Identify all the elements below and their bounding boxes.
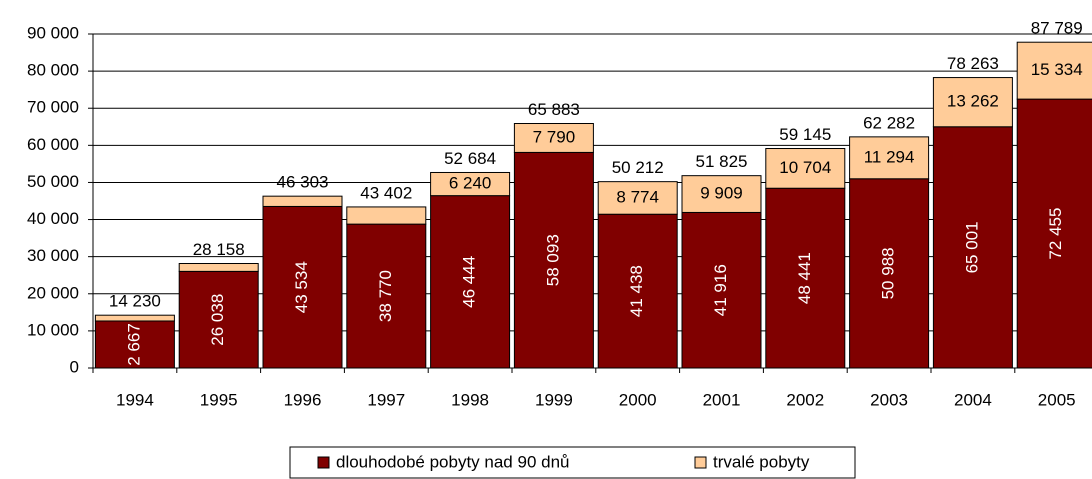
value-label: 7 790 (533, 127, 576, 146)
value-label: 13 262 (947, 92, 999, 111)
bar-segment (262, 195, 343, 207)
x-tick-label: 1994 (116, 390, 154, 409)
y-tick-label: 20 000 (27, 283, 79, 302)
bar-segment (430, 171, 511, 197)
total-label: 46 303 (277, 173, 329, 192)
value-label: 58 093 (543, 234, 562, 286)
value-label: 43 534 (292, 261, 311, 313)
value-label: 26 038 (208, 294, 227, 346)
value-label: 2 667 (124, 323, 143, 366)
bar-segment (430, 195, 511, 369)
value-label: 72 455 (1046, 208, 1065, 260)
value-label: 6 240 (449, 174, 492, 193)
bar-segment (597, 181, 678, 215)
bar-segment (513, 151, 594, 369)
y-tick-label: 10 000 (27, 320, 79, 339)
value-label: 10 704 (779, 158, 831, 177)
value-label: 48 441 (795, 252, 814, 304)
y-tick-label: 80 000 (27, 61, 79, 80)
bar-segment (681, 175, 762, 213)
value-label: 9 909 (700, 184, 743, 203)
bar-segment (346, 206, 427, 225)
legend-box (289, 446, 856, 479)
value-label: 15 334 (1031, 60, 1083, 79)
total-label: 87 789 (1031, 19, 1083, 38)
total-label: 28 158 (193, 240, 245, 259)
bar-segment (262, 205, 343, 369)
total-label: 14 230 (109, 292, 161, 311)
y-tick-label: 60 000 (27, 135, 79, 154)
bar-segment (932, 126, 1013, 369)
x-tick-label: 2002 (786, 390, 824, 409)
value-label: 65 001 (962, 221, 981, 273)
legend-swatch (694, 456, 707, 469)
bar-segment (1016, 41, 1092, 100)
bar-segment (94, 314, 175, 322)
bar-segment (681, 211, 762, 369)
y-tick-label: 70 000 (27, 98, 79, 117)
x-tick-label: 1997 (367, 390, 405, 409)
total-label: 51 825 (696, 152, 748, 171)
bar-segment (849, 136, 930, 180)
y-tick-label: 30 000 (27, 246, 79, 265)
value-label: 11 294 (864, 147, 915, 166)
bar-segment (178, 263, 259, 272)
bar-segment (849, 178, 930, 369)
bar-segment (1016, 98, 1092, 369)
total-label: 52 684 (444, 149, 496, 168)
x-tick-label: 1999 (535, 390, 573, 409)
y-tick-label: 90 000 (27, 23, 79, 42)
bar-segment (765, 148, 846, 189)
x-tick-label: 2000 (619, 390, 657, 409)
bar-segment (597, 213, 678, 369)
x-tick-label: 2004 (954, 390, 992, 409)
x-tick-label: 2001 (703, 390, 741, 409)
bar-segment (513, 123, 594, 153)
value-label: 8 774 (616, 187, 659, 206)
legend-swatch (317, 456, 330, 469)
value-label: 41 438 (627, 265, 646, 317)
total-label: 43 402 (360, 183, 412, 202)
x-tick-label: 1996 (284, 390, 322, 409)
total-label: 62 282 (863, 113, 915, 132)
x-tick-label: 2003 (870, 390, 908, 409)
total-label: 50 212 (612, 158, 664, 177)
legend-label: dlouhodobé pobyty nad 90 dnů (336, 452, 569, 471)
bar-segment (932, 77, 1013, 128)
x-tick-label: 1995 (200, 390, 238, 409)
x-tick-label: 2005 (1038, 390, 1076, 409)
legend-label: trvalé pobyty (713, 452, 810, 471)
total-label: 65 883 (528, 100, 580, 119)
value-label: 46 444 (460, 256, 479, 308)
y-tick-label: 50 000 (27, 172, 79, 191)
total-label: 59 145 (779, 125, 831, 144)
bar-segment (346, 223, 427, 369)
bar-segment (765, 187, 846, 369)
y-tick-label: 40 000 (27, 209, 79, 228)
bar-segment (94, 320, 175, 369)
value-label: 41 916 (711, 264, 730, 316)
x-tick-label: 1998 (451, 390, 489, 409)
value-label: 50 988 (879, 247, 898, 299)
total-label: 78 263 (947, 54, 999, 73)
y-tick-label: 0 (70, 357, 79, 376)
value-label: 38 770 (376, 270, 395, 322)
